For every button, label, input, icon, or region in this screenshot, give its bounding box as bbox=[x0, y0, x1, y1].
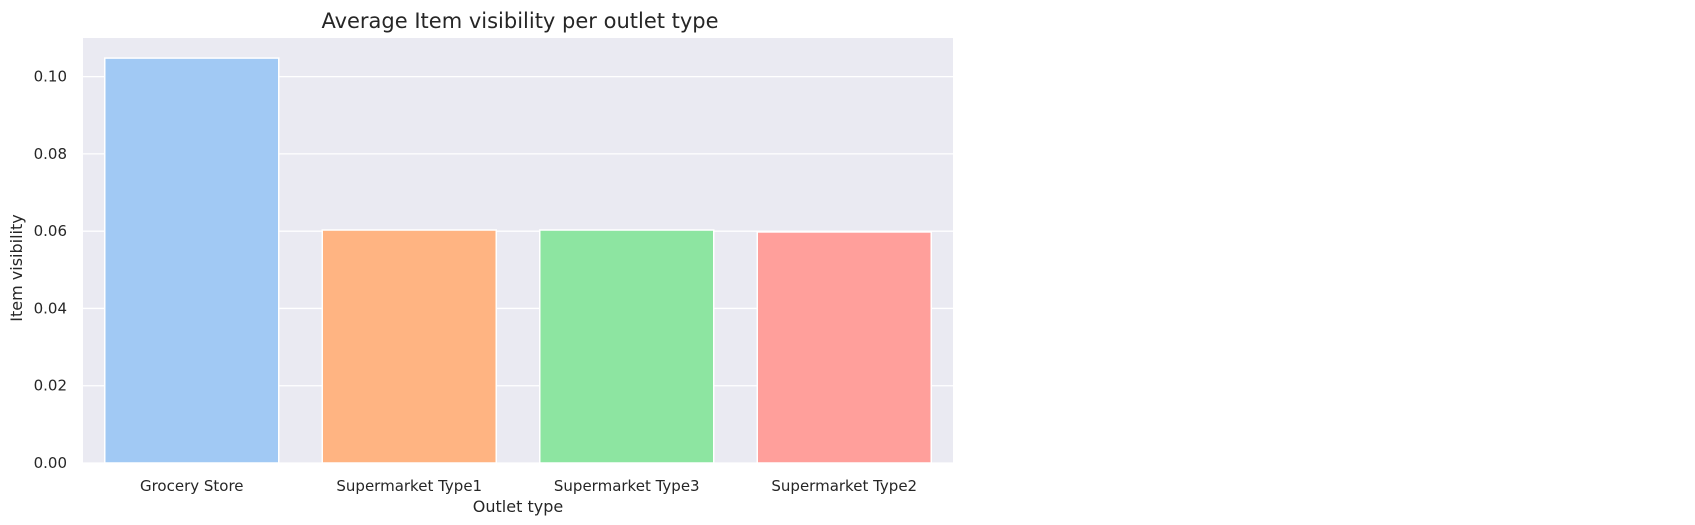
y-tick-label: 0.04 bbox=[34, 299, 67, 317]
x-tick-label: Supermarket Type3 bbox=[554, 477, 700, 495]
bar bbox=[104, 57, 280, 464]
y-axis-label: Item visibility bbox=[7, 214, 26, 321]
y-tick-label: 0.00 bbox=[34, 454, 67, 472]
y-tick-label: 0.10 bbox=[34, 68, 67, 86]
bar bbox=[539, 229, 715, 464]
x-tick-label: Supermarket Type2 bbox=[771, 477, 917, 495]
y-tick-label: 0.08 bbox=[34, 145, 67, 163]
bar bbox=[321, 229, 497, 464]
y-axis-ticks: 0.00 0.02 0.04 0.06 0.08 0.10 bbox=[34, 68, 67, 472]
x-tick-label: Supermarket Type1 bbox=[336, 477, 482, 495]
y-tick-label: 0.02 bbox=[34, 377, 67, 395]
chart-title: Average Item visibility per outlet type bbox=[321, 9, 718, 33]
y-tick-label: 0.06 bbox=[34, 222, 67, 240]
bar bbox=[756, 231, 932, 464]
x-tick-label: Grocery Store bbox=[140, 477, 244, 495]
bars bbox=[104, 57, 932, 464]
x-axis-label: Outlet type bbox=[473, 497, 563, 516]
x-axis-ticks: Grocery Store Supermarket Type1 Supermarke… bbox=[140, 477, 917, 495]
